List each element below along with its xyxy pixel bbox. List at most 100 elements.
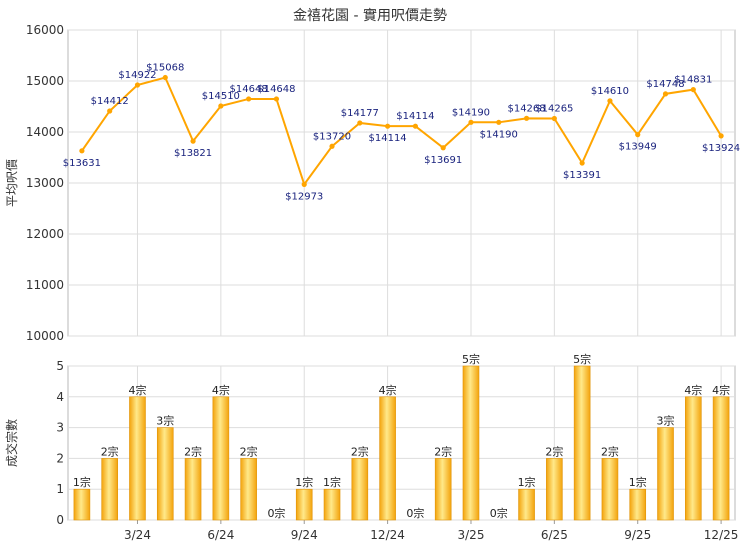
volume-data-label: 4宗 — [128, 383, 146, 397]
volume-data-label: 3宗 — [156, 414, 174, 428]
volume-data-label: 1宗 — [73, 475, 91, 489]
volume-y-tick-label: 0 — [56, 513, 64, 527]
price-point — [190, 138, 196, 144]
price-point — [607, 98, 613, 104]
price-point — [134, 82, 141, 88]
volume-data-label: 2宗 — [434, 444, 452, 458]
price-point — [440, 145, 446, 151]
price-y-tick-label: 15000 — [26, 74, 64, 88]
price-point — [246, 96, 252, 102]
price-point — [385, 123, 391, 129]
volume-bar — [295, 488, 313, 521]
volume-panel: 0 1 2 3 4 5 3/24 6/24 9/24 12/24 3/25 6/25 9/25 12/25… — [4, 352, 738, 542]
volume-bar — [601, 458, 619, 521]
x-tick-label: 3/24 — [124, 528, 151, 542]
x-tick-label: 3/25 — [458, 528, 485, 542]
price-data-label: $13924 — [702, 143, 740, 154]
volume-data-label: 2宗 — [545, 444, 563, 458]
price-point — [218, 103, 224, 109]
price-data-label: $14831 — [674, 75, 712, 86]
volume-bar — [240, 458, 257, 521]
price-data-label: $14114 — [396, 111, 434, 122]
volume-data-label: 0宗 — [267, 506, 285, 520]
price-point — [635, 132, 641, 138]
price-data-label: $14114 — [369, 133, 407, 144]
price-point — [579, 160, 585, 166]
price-data-label: $13691 — [424, 155, 462, 166]
volume-data-label: 4宗 — [684, 383, 702, 397]
volume-bar — [712, 396, 730, 521]
x-tick-label: 9/24 — [291, 528, 318, 542]
volume-data-label: 4宗 — [212, 383, 230, 397]
price-point — [468, 119, 474, 125]
price-data-label: $14510 — [202, 91, 240, 102]
volume-bar — [184, 458, 202, 521]
volume-data-label: 2宗 — [184, 444, 202, 458]
x-tick-label: 6/25 — [541, 528, 568, 542]
price-y-tick-label: 10000 — [26, 329, 64, 343]
volume-data-label: 1宗 — [629, 475, 647, 489]
price-point — [551, 115, 557, 122]
volume-bar — [685, 396, 702, 521]
price-data-label: $14610 — [591, 86, 629, 97]
volume-bar — [156, 427, 174, 521]
volume-data-label: 2宗 — [240, 444, 258, 458]
volume-data-label: 4宗 — [379, 383, 397, 397]
price-data-label: $13631 — [63, 158, 101, 169]
volume-y-tick-label: 2 — [56, 451, 64, 465]
volume-y-tick-label: 4 — [56, 390, 64, 404]
volume-y-axis-label: 成交宗數 — [4, 419, 19, 467]
price-data-label: $14190 — [480, 129, 518, 140]
volume-data-label: 0宗 — [406, 506, 424, 520]
volume-bar — [573, 365, 591, 521]
x-tick-label: 12/24 — [370, 528, 405, 542]
volume-data-label: 5宗 — [573, 352, 591, 366]
x-tick-label: 12/25 — [704, 528, 739, 542]
volume-bar — [323, 488, 341, 521]
volume-bar — [629, 488, 647, 521]
volume-bar — [657, 427, 674, 521]
price-series-line — [81, 76, 722, 187]
price-point — [79, 148, 85, 154]
volume-data-label: 3宗 — [657, 414, 675, 428]
price-panel: 10000 11000 12000 13000 14000 15000 16000 平均呎價 $… — [5, 23, 740, 343]
price-point — [273, 96, 280, 102]
volume-bar — [101, 458, 118, 521]
price-point — [496, 119, 502, 125]
volume-data-label: 0宗 — [490, 506, 508, 520]
price-data-label: $13391 — [563, 170, 601, 181]
price-point — [662, 91, 669, 97]
price-y-tick-label: 14000 — [26, 125, 64, 139]
volume-data-label: 2宗 — [601, 444, 619, 458]
price-y-axis-label: 平均呎價 — [5, 159, 19, 207]
volume-bar — [434, 458, 452, 521]
price-data-label: $14748 — [646, 79, 684, 90]
volume-bar — [546, 458, 563, 521]
price-y-tick-label: 16000 — [26, 23, 64, 37]
chart-title: 金禧花園 - 實用呎價走勢 — [293, 7, 447, 24]
price-data-label: $13949 — [619, 142, 657, 153]
price-data-label: $14648 — [230, 84, 268, 95]
x-tick-label: 9/25 — [624, 528, 651, 542]
price-data-label: $14412 — [91, 96, 129, 107]
volume-data-label: 1宗 — [295, 475, 313, 489]
volume-data-label: 4宗 — [712, 383, 730, 397]
price-point — [357, 120, 363, 126]
price-data-label: $15068 — [146, 63, 184, 74]
price-data-label: $14190 — [452, 107, 490, 118]
price-y-tick-label: 13000 — [26, 176, 64, 190]
volume-bar — [518, 488, 535, 521]
price-point — [107, 108, 113, 114]
volume-data-label: 5宗 — [462, 352, 480, 366]
price-point — [162, 74, 168, 81]
price-data-label: $14648 — [257, 84, 295, 95]
volume-data-label: 2宗 — [351, 444, 369, 458]
price-data-label: $14265 — [535, 103, 573, 114]
price-point — [412, 123, 418, 129]
volume-bar — [462, 365, 480, 521]
price-data-label: $14177 — [341, 108, 379, 119]
price-y-tick-label: 12000 — [26, 227, 64, 241]
price-data-label: $14268 — [507, 103, 545, 114]
volume-data-label: 1宗 — [518, 475, 536, 489]
